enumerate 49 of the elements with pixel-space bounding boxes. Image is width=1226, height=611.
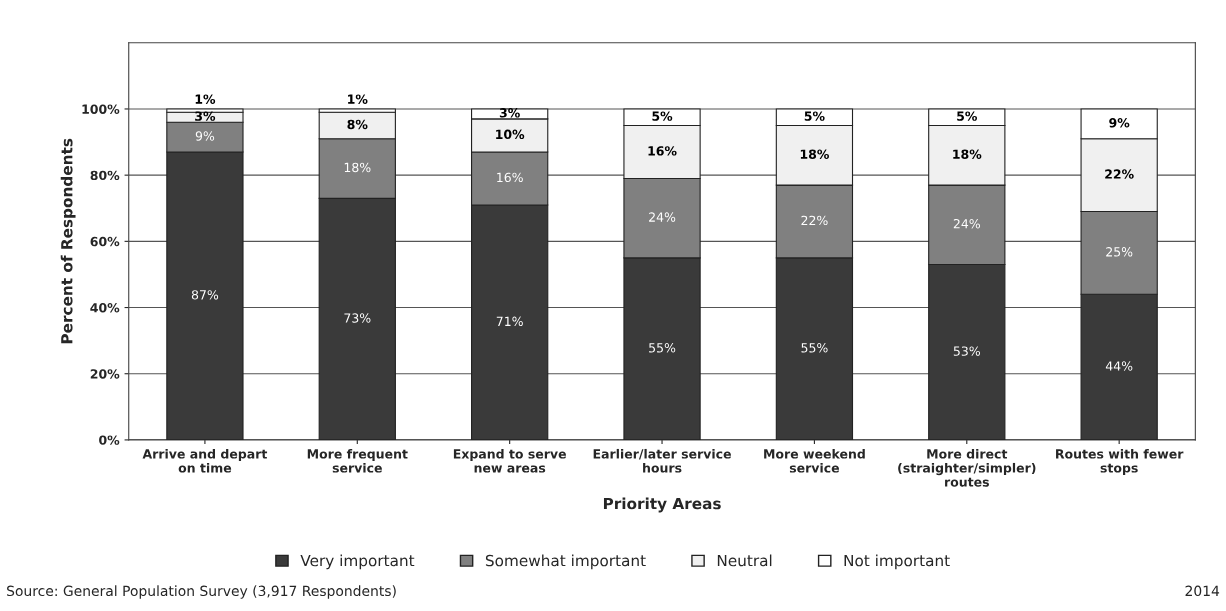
data-label: 24% — [649, 212, 676, 222]
y-tick-label: 100% — [82, 104, 120, 114]
data-label: 8% — [347, 119, 368, 130]
data-label: 3% — [499, 108, 520, 118]
data-label: 18% — [953, 149, 982, 159]
data-label: 22% — [801, 215, 828, 226]
data-label: 3% — [195, 111, 216, 121]
data-label: 1% — [195, 94, 216, 104]
data-label: 5% — [652, 111, 673, 121]
data-label: 25% — [1106, 247, 1133, 257]
y-tick-label: 20% — [90, 369, 120, 379]
data-label: 16% — [497, 172, 523, 183]
data-label: 1% — [348, 94, 368, 104]
data-label: 5% — [804, 111, 825, 121]
data-label: 71% — [496, 316, 523, 327]
y-tick-label: 0% — [99, 435, 120, 445]
source-note: Source: General Population Survey (3,917 Respondents) — [7, 585, 396, 599]
x-tick-label: Routes with fewer stops — [1056, 448, 1184, 476]
legend-label: Very important — [300, 554, 415, 570]
data-label: 9% — [1109, 118, 1130, 128]
data-label: 44% — [1105, 361, 1133, 371]
data-label: 5% — [957, 111, 977, 121]
data-label: 53% — [953, 346, 980, 356]
data-label: 22% — [1105, 169, 1134, 179]
data-label: 9% — [195, 131, 215, 141]
data-label: 55% — [649, 343, 676, 353]
x-tick-label: More direct (straighter/simpler) routes — [898, 448, 1036, 487]
data-label: 18% — [344, 162, 371, 173]
y-axis-title: Percent of Respondents — [60, 138, 76, 344]
y-tick-label: 60% — [90, 236, 120, 247]
x-tick-label: More frequent service — [307, 448, 408, 473]
data-label: 16% — [648, 146, 677, 156]
data-label: 18% — [800, 149, 829, 159]
legend-label: Somewhat important — [485, 554, 646, 570]
data-label: 10% — [496, 129, 525, 140]
data-label: 73% — [344, 313, 371, 323]
x-tick-label: Earlier/later service hours — [593, 448, 731, 473]
text: 2014 — [1185, 585, 1220, 597]
x-tick-label: Expand to serve new areas — [453, 448, 566, 473]
y-tick-label: 40% — [90, 303, 120, 313]
x-axis-title: Priority Areas — [603, 497, 721, 513]
data-label: 55% — [801, 343, 828, 353]
x-tick-label: Arrive and depart on time — [142, 448, 268, 473]
data-label: 24% — [953, 218, 980, 229]
x-tick-label: More weekend service — [764, 448, 865, 473]
legend-label: Neutral — [717, 554, 772, 567]
y-tick-label: 80% — [90, 170, 120, 181]
data-label: 87% — [191, 290, 219, 300]
legend-label: Not important — [844, 554, 950, 570]
